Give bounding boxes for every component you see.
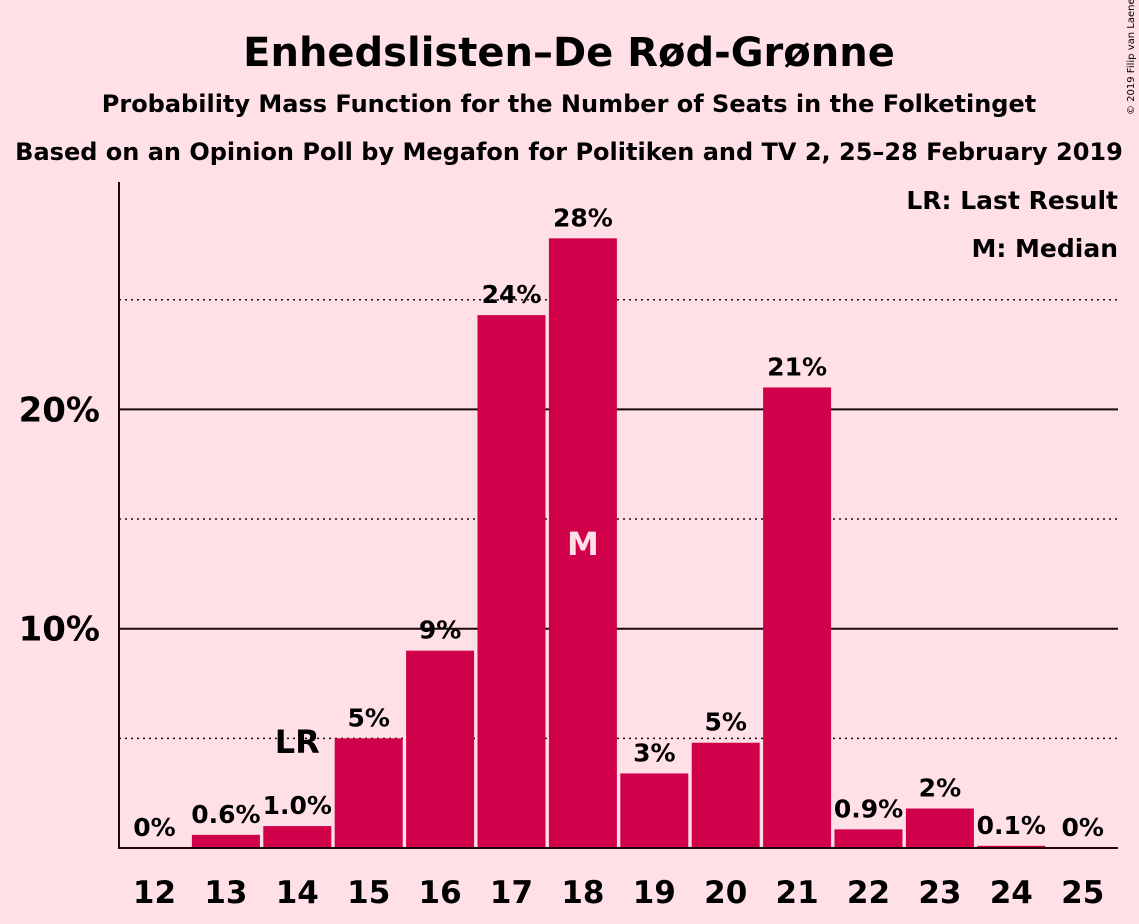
bar-21 — [763, 387, 832, 848]
chart-subtitle-poll: Based on an Opinion Poll by Megafon for … — [15, 138, 1123, 166]
data-label-22: 0.9% — [834, 794, 903, 823]
last-result-marker: LR — [275, 723, 320, 761]
median-marker: M — [567, 525, 599, 563]
x-tick-label-22: 22 — [847, 875, 890, 911]
x-tick-label-21: 21 — [776, 875, 819, 911]
x-tick-label-24: 24 — [990, 875, 1033, 911]
data-label-23: 2% — [919, 774, 961, 803]
markers: LR M — [275, 525, 599, 761]
x-tick-label-15: 15 — [347, 875, 390, 911]
x-axis-ticks: 12 13 14 15 16 17 18 19 20 21 22 23 24 25 — [133, 875, 1104, 911]
legend-last-result: LR: Last Result — [906, 186, 1118, 215]
x-tick-label-23: 23 — [918, 875, 961, 911]
data-label-13: 0.6% — [191, 800, 260, 829]
x-tick-label-14: 14 — [276, 875, 319, 911]
bars — [191, 238, 1046, 848]
y-axis-ticks: 10% 20% — [19, 390, 100, 649]
gridlines — [119, 299, 1118, 740]
y-tick-label: 10% — [19, 610, 100, 650]
copyright-credit: © 2019 Filip van Laenen — [1126, 0, 1137, 115]
data-label-15: 5% — [347, 703, 389, 732]
x-tick-label-13: 13 — [204, 875, 247, 911]
bar-18 — [548, 238, 617, 848]
bar-23 — [905, 808, 974, 848]
x-tick-label-16: 16 — [419, 875, 462, 911]
data-label-24: 0.1% — [977, 811, 1046, 840]
bar-13 — [191, 834, 260, 848]
bar-14 — [263, 826, 332, 848]
data-label-14: 1.0% — [263, 791, 332, 820]
chart-subtitle: Probability Mass Function for the Number… — [102, 90, 1036, 118]
bar-17 — [477, 315, 546, 848]
data-label-21: 21% — [767, 352, 827, 381]
bar-20 — [691, 742, 760, 848]
bar-19 — [620, 773, 689, 848]
legend-median: M: Median — [971, 234, 1118, 263]
data-label-19: 3% — [633, 738, 675, 767]
data-label-18: 28% — [553, 203, 613, 232]
bar-16 — [406, 650, 475, 848]
y-tick-label: 20% — [19, 390, 100, 430]
x-tick-label-12: 12 — [133, 875, 176, 911]
bar-24 — [977, 845, 1046, 848]
data-label-17: 24% — [482, 280, 542, 309]
x-tick-label-19: 19 — [633, 875, 676, 911]
x-tick-label-25: 25 — [1061, 875, 1104, 911]
x-tick-label-17: 17 — [490, 875, 533, 911]
chart-title: Enhedslisten–De Rød-Grønne — [243, 30, 895, 76]
x-tick-label-20: 20 — [704, 875, 747, 911]
data-label-20: 5% — [704, 708, 746, 737]
bar-22 — [834, 829, 903, 848]
data-label-16: 9% — [419, 616, 461, 645]
data-labels: 0% 0.6% 1.0% 5% 9% 24% 28% 3% 5% 21% 0.9% 2% 0.1% 0% — [133, 203, 1104, 842]
x-tick-label-18: 18 — [561, 875, 604, 911]
data-label-12: 0% — [133, 813, 175, 842]
data-label-25: 0% — [1061, 813, 1103, 842]
bar-15 — [334, 738, 403, 848]
